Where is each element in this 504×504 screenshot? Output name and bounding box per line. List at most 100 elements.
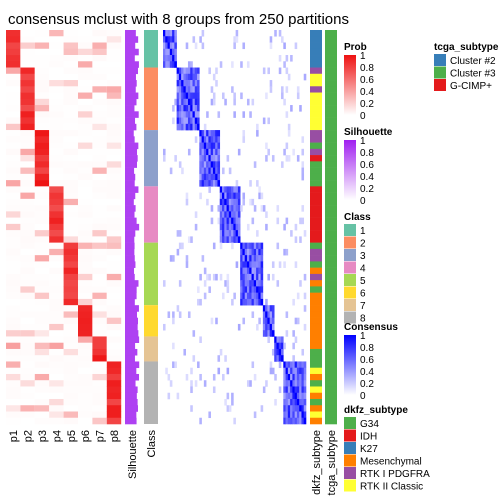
consensus-cell — [176, 92, 180, 100]
col-label-p2: p2 — [23, 430, 35, 442]
consensus-cell — [190, 117, 193, 125]
consensus-cell — [233, 186, 236, 193]
silhouette-cell — [125, 305, 139, 312]
prob-cell — [63, 155, 78, 162]
consensus-cell — [206, 148, 209, 156]
consensus-cell — [262, 323, 266, 331]
prob-cell — [78, 111, 93, 118]
consensus-cell — [301, 348, 305, 356]
consensus-cell — [201, 255, 205, 262]
prob-cell — [78, 392, 93, 400]
consensus-cell — [199, 180, 202, 187]
prob-cell — [92, 98, 107, 106]
consensus-cell — [228, 230, 232, 237]
consensus-cell — [208, 411, 211, 419]
prob-cell — [6, 298, 21, 306]
consensus-cell — [296, 292, 300, 300]
prob-cell — [34, 373, 50, 381]
silhouette-cell — [125, 186, 139, 193]
consensus-cell — [242, 248, 246, 256]
consensus-cell — [240, 92, 243, 100]
consensus-cell — [301, 417, 305, 425]
prob-cell — [49, 80, 64, 87]
prob-cell — [63, 273, 78, 281]
consensus-cell — [215, 155, 218, 162]
prob-column-p3 — [34, 30, 50, 425]
consensus-cell — [233, 217, 236, 225]
consensus-cell — [222, 192, 225, 200]
prob-cell — [20, 336, 35, 343]
prob-cell — [20, 317, 35, 325]
legend-title-dkfz-subtype: dkfz_subtype — [344, 405, 408, 416]
consensus-cell — [296, 392, 300, 400]
consensus-cell — [292, 355, 295, 362]
prob-cell — [63, 186, 78, 193]
prob-cell — [6, 55, 21, 62]
consensus-cell — [260, 405, 264, 412]
prob-cell — [63, 380, 78, 387]
consensus-cell — [267, 273, 270, 281]
consensus-cell — [215, 142, 218, 150]
prob-cell — [49, 367, 64, 375]
consensus-cell — [212, 73, 216, 81]
consensus-cell — [208, 273, 211, 281]
consensus-cell — [276, 348, 280, 356]
consensus-cell — [296, 386, 300, 394]
consensus-cell — [269, 305, 273, 312]
silhouette-cell — [125, 280, 139, 287]
consensus-cell — [217, 180, 221, 187]
prob-cell — [63, 167, 78, 175]
tcga-subtype-cell — [325, 298, 337, 306]
consensus-cell — [208, 67, 211, 75]
consensus-cell — [249, 380, 252, 387]
dkfz-subtype-cell — [310, 230, 322, 237]
legend-swatch — [344, 299, 356, 311]
tcga-subtype-cell — [325, 255, 337, 262]
consensus-cell — [190, 73, 193, 81]
consensus-cell — [251, 255, 255, 262]
legend-tick: 0.2 — [360, 379, 374, 390]
consensus-cell — [187, 92, 191, 100]
consensus-cell — [283, 361, 286, 369]
consensus-cell — [265, 305, 268, 312]
consensus-cell — [201, 173, 205, 181]
tcga-subtype-cell — [325, 55, 337, 62]
consensus-cell — [287, 380, 291, 387]
consensus-cell — [167, 373, 171, 381]
legend-label: 5 — [360, 276, 366, 287]
consensus-cell — [278, 361, 282, 369]
consensus-cell — [206, 155, 209, 162]
legend-label: 8 — [360, 314, 366, 325]
consensus-cell — [217, 167, 221, 175]
consensus-cell — [240, 286, 243, 293]
prob-cell — [49, 42, 64, 50]
silhouette-column — [125, 30, 140, 425]
prob-cell — [106, 42, 122, 50]
consensus-cell — [299, 386, 302, 394]
silhouette-cell — [125, 36, 139, 43]
prob-cell — [78, 198, 93, 206]
consensus-cell — [187, 98, 191, 106]
consensus-cell — [249, 286, 252, 293]
consensus-cell — [290, 230, 293, 237]
dkfz-subtype-cell — [310, 286, 322, 293]
prob-cell — [20, 180, 35, 187]
consensus-cell — [283, 42, 286, 50]
dkfz-subtype-cell — [310, 417, 322, 425]
consensus-cell — [183, 67, 186, 75]
consensus-cell — [296, 317, 300, 325]
dkfz-subtype-cell — [310, 161, 322, 168]
consensus-cell — [203, 123, 207, 131]
dkfz-subtype-cell — [310, 180, 322, 187]
chart-title: consensus mclust with 8 groups from 250 … — [8, 11, 349, 28]
silhouette-cell — [125, 80, 137, 87]
prob-cell — [78, 167, 93, 175]
prob-cell — [34, 248, 50, 256]
legend-swatch — [344, 442, 356, 454]
prob-cell — [49, 67, 64, 75]
consensus-cell — [176, 123, 180, 131]
legend-tick: 0 — [360, 196, 366, 207]
consensus-cell — [265, 311, 268, 318]
consensus-cell — [181, 111, 184, 118]
prob-cell — [92, 361, 107, 369]
